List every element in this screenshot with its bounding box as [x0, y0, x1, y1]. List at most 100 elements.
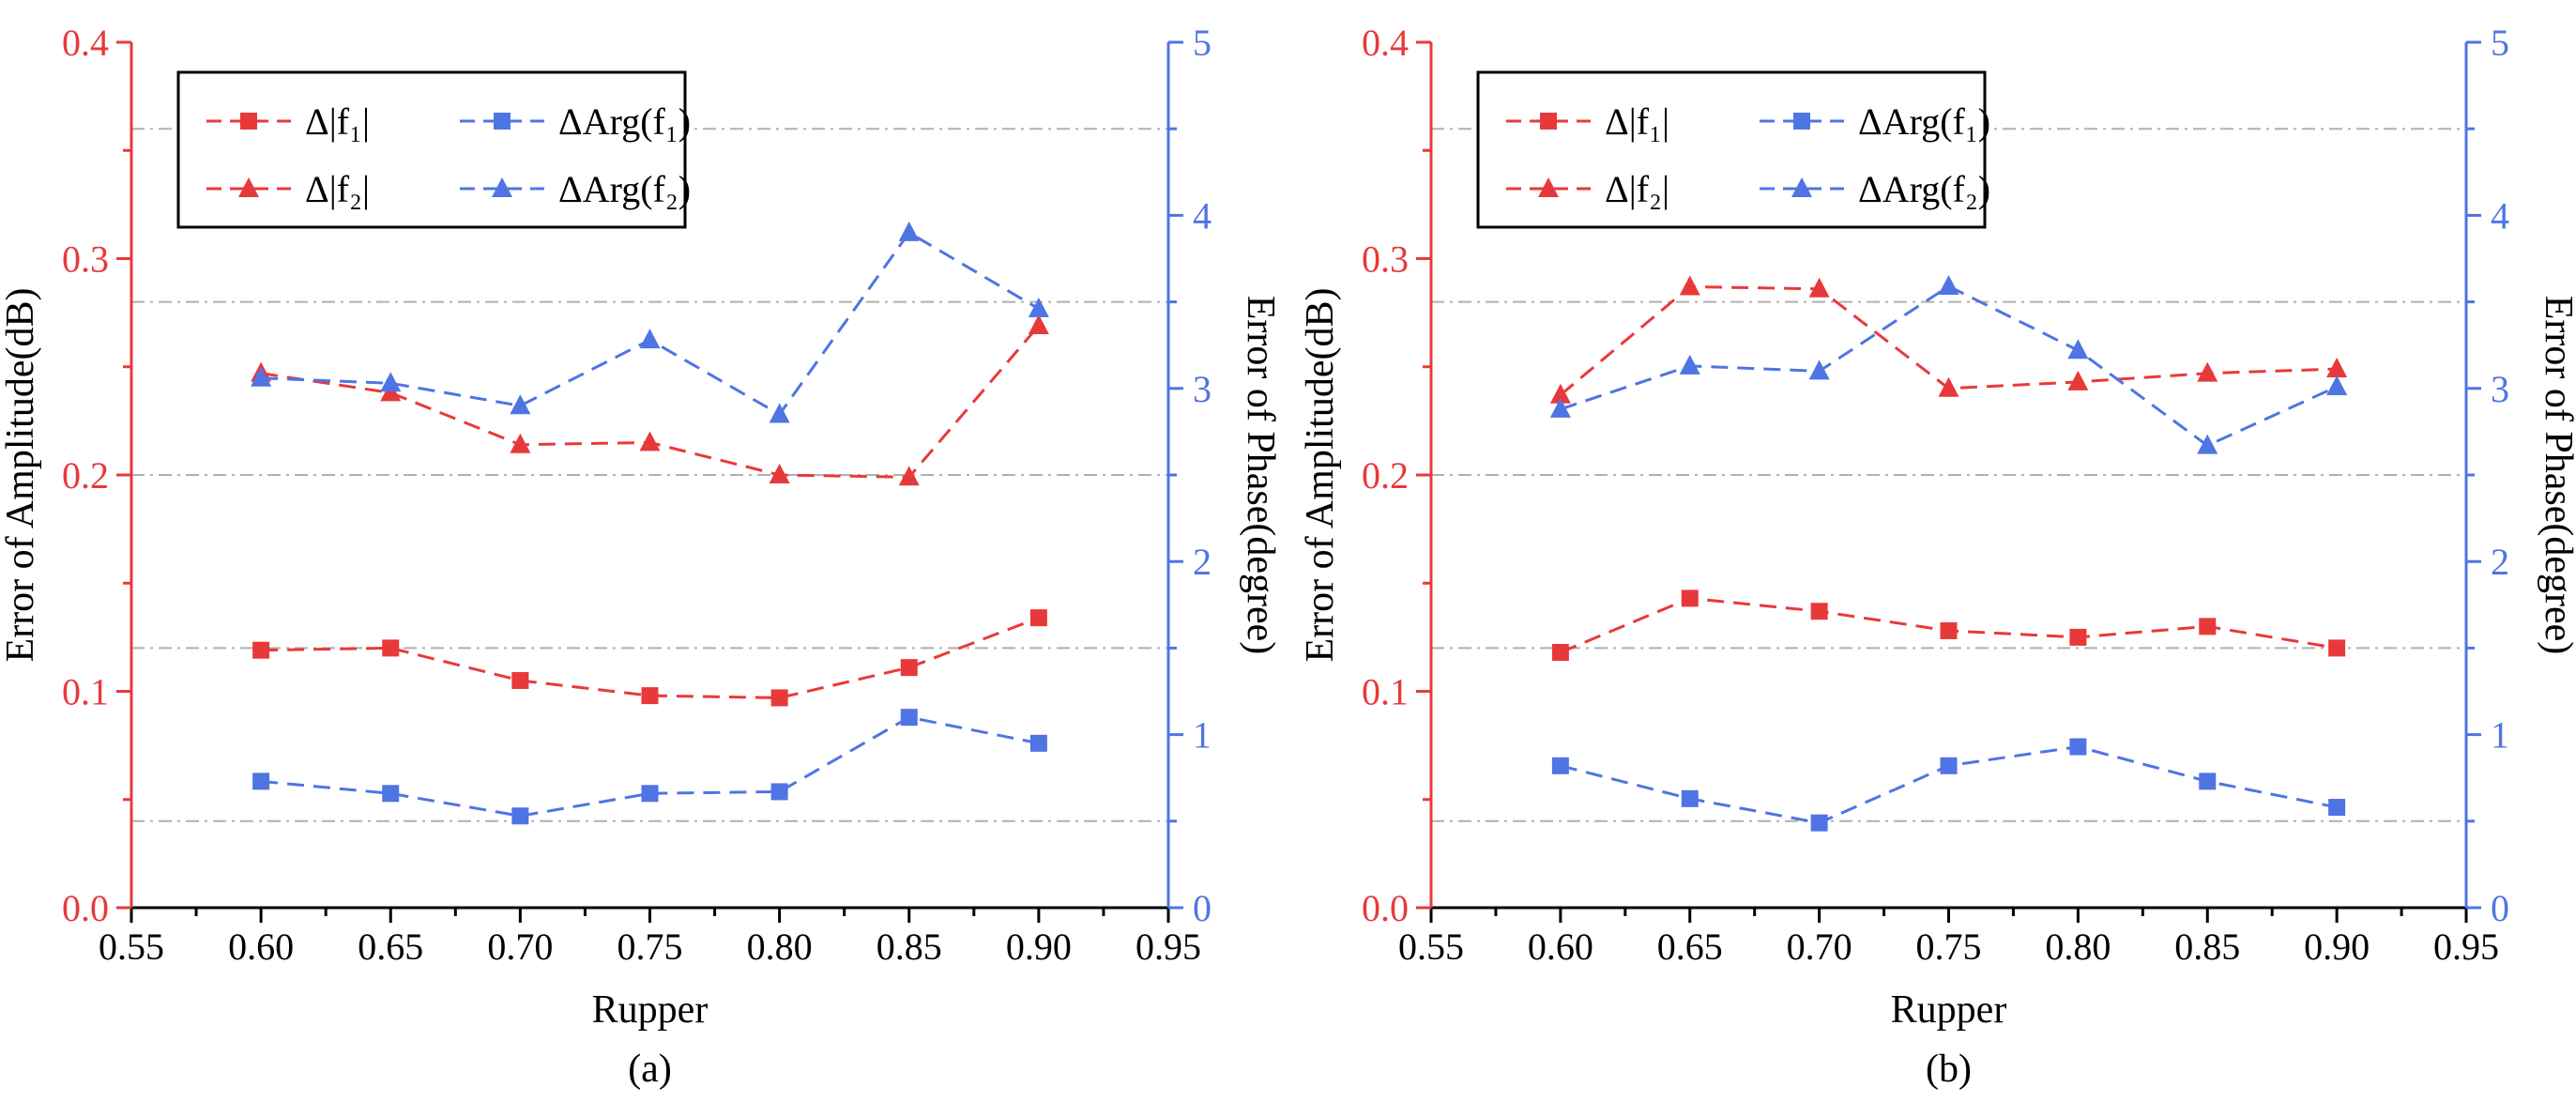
- data-point: [1029, 734, 1047, 752]
- y2-tick-label: 2: [1193, 541, 1212, 583]
- data-point: [1940, 757, 1958, 774]
- data-point: [1810, 814, 1828, 832]
- data-point: [2199, 773, 2217, 790]
- y2-tick-label: 5: [2491, 22, 2509, 64]
- data-point: [641, 785, 659, 803]
- series-line: [261, 616, 1040, 699]
- y-tick-label: 0.0: [1362, 887, 1409, 929]
- legend-entry-f2_phase: ΔArg(f₂): [460, 168, 691, 210]
- data-point: [2328, 639, 2346, 657]
- data-point: [1551, 757, 1569, 774]
- data-point: [770, 783, 788, 801]
- y-tick-label: 0.1: [1362, 671, 1409, 713]
- legend-label: ΔArg(f₂): [558, 168, 691, 210]
- x-tick-label: 0.85: [876, 926, 942, 968]
- data-point: [1940, 621, 1958, 639]
- legend-entry-f1_phase: ΔArg(f₁): [460, 100, 691, 143]
- legend: Δ|f₁| ΔArg(f₁) Δ|f₂| ΔArg(f₂): [176, 70, 691, 229]
- y-tick-label: 0.2: [62, 454, 109, 497]
- y-tick-label: 0.2: [1362, 454, 1409, 497]
- data-point: [511, 807, 529, 825]
- legend-label: ΔArg(f₁): [1858, 100, 1990, 143]
- y2-tick-label: 0: [1193, 887, 1212, 929]
- x-tick-label: 0.90: [1006, 926, 1072, 968]
- legend-box: [176, 70, 687, 229]
- y-axis-title: Error of Amplitude(dB): [0, 288, 42, 663]
- data-point: [769, 403, 790, 423]
- x-tick-label: 0.70: [487, 926, 553, 968]
- y-tick-label: 0.3: [1362, 238, 1409, 281]
- data-point: [2199, 618, 2217, 635]
- legend-label: ΔArg(f₁): [558, 100, 691, 143]
- data-point: [382, 785, 400, 803]
- data-point: [251, 366, 272, 387]
- x-tick-label: 0.55: [1398, 926, 1464, 968]
- data-point: [898, 466, 920, 486]
- data-point: [898, 221, 920, 241]
- data-point: [2067, 339, 2089, 360]
- legend-entry-f2_amp: Δ|f₂|: [206, 168, 370, 210]
- series-line: [1560, 284, 2338, 448]
- data-point: [1808, 277, 1830, 298]
- data-point: [511, 671, 529, 689]
- y2-tick-label: 2: [2491, 541, 2509, 583]
- data-point: [2326, 358, 2348, 378]
- data-point: [1028, 314, 1049, 334]
- legend-entry-f2_phase: ΔArg(f₂): [1760, 168, 1990, 210]
- data-point: [2067, 370, 2089, 390]
- y2-tick-label: 1: [2491, 714, 2509, 757]
- data-point: [1551, 644, 1569, 662]
- legend: Δ|f₁| ΔArg(f₁) Δ|f₂| ΔArg(f₂): [1476, 70, 1990, 229]
- y-tick-label: 0.4: [62, 22, 109, 64]
- data-point: [252, 773, 270, 790]
- x-tick-label: 0.95: [1136, 926, 1201, 968]
- panel-label: (b): [1926, 1048, 1972, 1091]
- y2-tick-label: 1: [1193, 714, 1212, 757]
- x-tick-label: 0.55: [99, 926, 164, 968]
- x-tick-label: 0.75: [1916, 926, 1982, 968]
- y2-tick-label: 3: [2491, 368, 2509, 410]
- legend-marker: [1538, 177, 1559, 197]
- legend-entry-f1_phase: ΔArg(f₁): [1760, 100, 1990, 143]
- data-point: [252, 641, 270, 659]
- x-axis-title: Rupper: [1891, 988, 2007, 1032]
- y-axis-title: Error of Amplitude(dB): [1299, 288, 1342, 663]
- data-point: [1938, 376, 1959, 397]
- y2-tick-label: 3: [1193, 368, 1212, 410]
- legend-label: Δ|f₂|: [1605, 168, 1669, 210]
- legend-marker: [238, 177, 259, 197]
- legend-marker: [494, 113, 511, 130]
- data-point: [1549, 383, 1571, 404]
- data-point: [380, 372, 402, 392]
- y2-axis-title: Error of Phase(degree): [2537, 296, 2576, 654]
- data-point: [1549, 397, 1571, 418]
- y2-tick-label: 0: [2491, 887, 2509, 929]
- data-point: [641, 687, 659, 705]
- data-point: [1810, 603, 1828, 620]
- legend-label: Δ|f₂|: [305, 168, 370, 210]
- data-point: [1938, 275, 1959, 296]
- y-tick-label: 0.4: [1362, 22, 1409, 64]
- data-point: [510, 433, 531, 453]
- series-f2_phase: [1549, 275, 2348, 454]
- x-tick-label: 0.65: [1657, 926, 1723, 968]
- data-point: [510, 394, 531, 415]
- legend-label: Δ|f₁|: [1605, 100, 1669, 143]
- y2-tick-label: 4: [1193, 194, 1212, 237]
- data-point: [1681, 789, 1699, 807]
- x-tick-label: 0.80: [2045, 926, 2111, 968]
- data-point: [1679, 275, 1700, 296]
- series-f1_phase: [252, 709, 1047, 825]
- legend-marker: [1791, 177, 1812, 197]
- y-tick-label: 0.3: [62, 238, 109, 281]
- x-tick-label: 0.80: [747, 926, 813, 968]
- x-tick-label: 0.90: [2304, 926, 2370, 968]
- data-point: [900, 709, 918, 727]
- data-point: [2197, 434, 2218, 454]
- data-point: [382, 639, 400, 657]
- series-f2_phase: [251, 221, 1049, 423]
- legend-label: ΔArg(f₂): [1858, 168, 1990, 210]
- data-point: [1029, 609, 1047, 627]
- legend-marker: [240, 113, 257, 130]
